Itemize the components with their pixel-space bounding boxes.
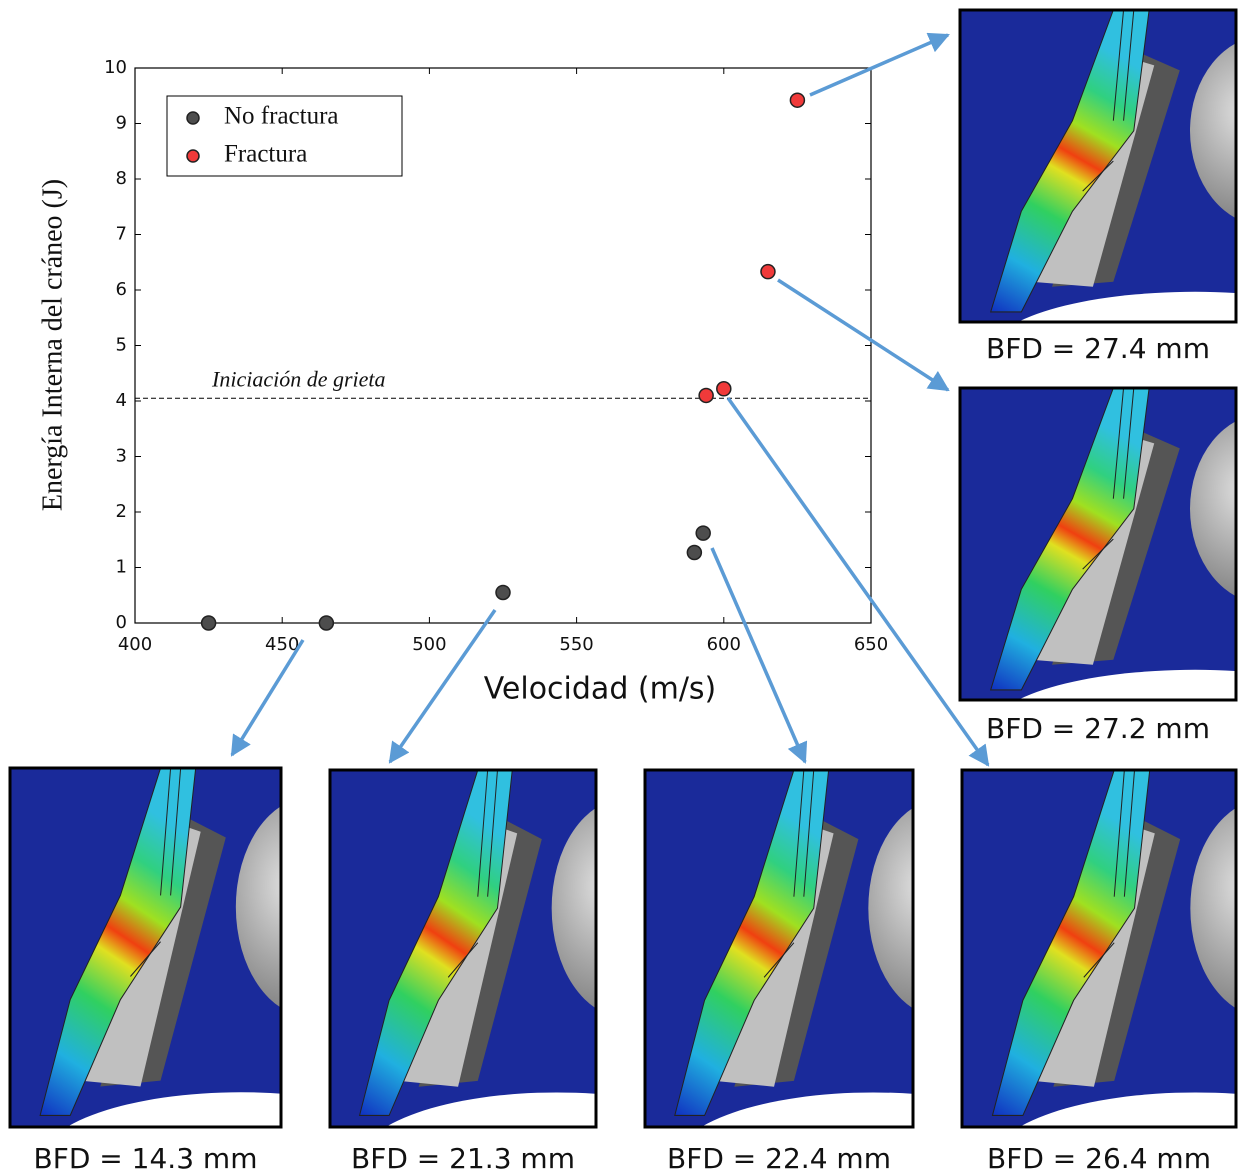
inset-frame <box>960 768 1238 1129</box>
legend-label: No fractura <box>224 103 339 130</box>
arrow <box>809 32 950 97</box>
inset-caption: BFD = 22.4 mm <box>667 1142 891 1175</box>
arrow <box>230 639 305 757</box>
point <box>716 381 732 397</box>
point <box>495 584 511 601</box>
inset-frame <box>958 8 1238 324</box>
point <box>695 525 711 541</box>
y-tick-label: 1 <box>116 557 127 578</box>
legend-label: Fractura <box>224 141 307 168</box>
x-tick-label: 550 <box>559 634 593 655</box>
inset-caption: BFD = 26.4 mm <box>987 1142 1211 1175</box>
y-tick-label: 10 <box>104 57 127 78</box>
inset-frame <box>643 768 915 1129</box>
x-tick-label: 600 <box>707 634 741 655</box>
inset-caption: BFD = 27.4 mm <box>986 332 1210 365</box>
arrow <box>710 547 808 764</box>
arrow <box>388 609 497 764</box>
y-tick-label: 9 <box>116 113 127 134</box>
inset-frame <box>958 386 1238 702</box>
legend-marker <box>186 149 200 163</box>
legend-marker <box>186 111 200 125</box>
point <box>318 615 335 631</box>
point <box>200 615 217 631</box>
legend-box <box>166 95 403 177</box>
arrow <box>726 396 990 767</box>
y-tick-label: 4 <box>116 390 127 411</box>
y-tick-label: 2 <box>116 501 127 522</box>
y-tick-label: 3 <box>116 446 127 467</box>
inset-frame <box>328 768 598 1129</box>
x-tick-label: 650 <box>854 634 888 655</box>
y-axis-label: Energía Interna del cráneo (J) <box>37 179 68 511</box>
y-tick-label: 6 <box>116 279 127 300</box>
point <box>789 92 806 108</box>
inset-frame <box>8 766 283 1129</box>
x-axis-label: Velocidad (m/s) <box>484 672 717 707</box>
x-tick-label: 500 <box>412 634 446 655</box>
x-tick-label: 450 <box>265 634 299 655</box>
inset-caption: BFD = 27.2 mm <box>986 712 1210 745</box>
y-tick-label: 8 <box>116 168 127 189</box>
inset-caption: BFD = 21.3 mm <box>351 1142 575 1175</box>
point <box>686 544 703 561</box>
point <box>760 263 776 280</box>
y-tick-label: 0 <box>116 612 127 633</box>
plot: Velocidad (m/s) Energía Interna del crán… <box>37 67 872 707</box>
inset-image <box>962 770 1236 1127</box>
y-tick-label: 5 <box>116 335 127 356</box>
threshold-label: Iniciación de grieta <box>211 366 386 391</box>
y-tick-label: 7 <box>116 224 127 245</box>
arrow <box>777 278 950 392</box>
x-tick-label: 400 <box>118 634 152 655</box>
inset-caption: BFD = 14.3 mm <box>34 1142 258 1175</box>
point <box>698 387 714 404</box>
